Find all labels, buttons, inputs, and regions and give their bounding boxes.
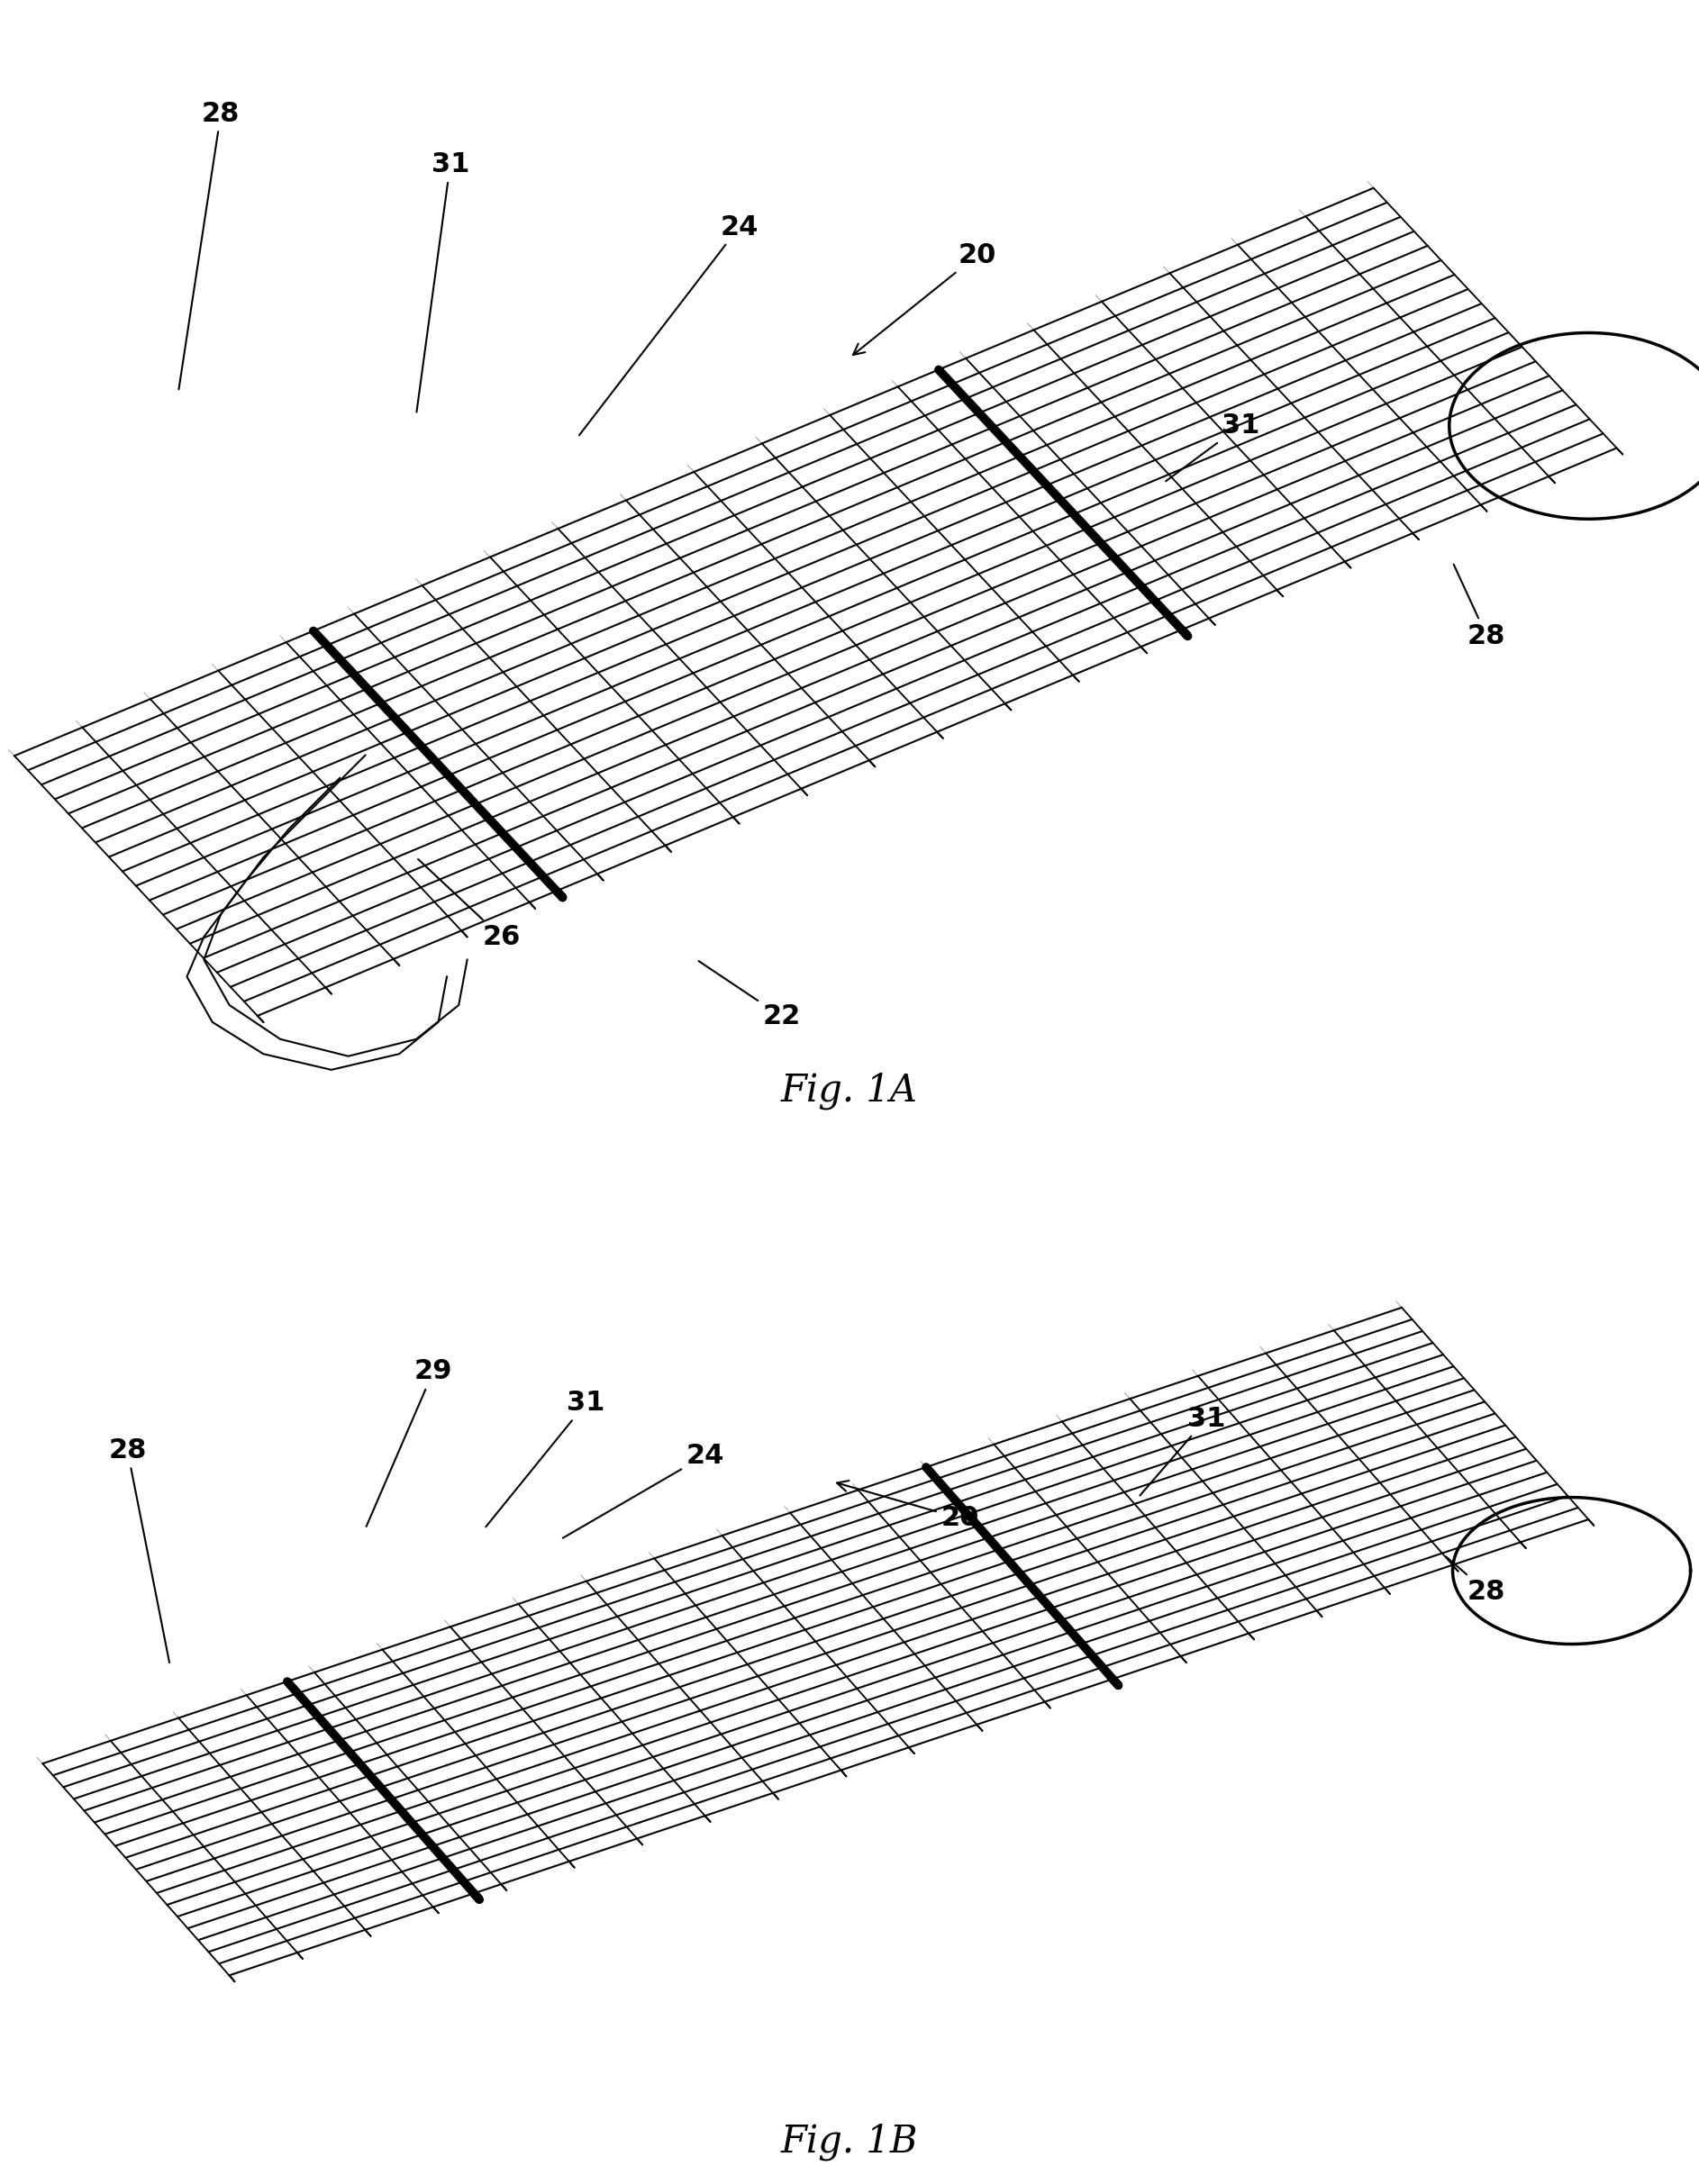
Text: 31: 31	[486, 1389, 605, 1527]
Text: 31: 31	[416, 151, 469, 413]
Text: 24: 24	[579, 214, 758, 435]
Text: 28: 28	[1446, 1557, 1505, 1605]
Text: Fig. 1A: Fig. 1A	[782, 1072, 917, 1109]
Text: 31: 31	[1166, 413, 1259, 480]
Text: 20: 20	[838, 1481, 979, 1531]
Text: 29: 29	[367, 1358, 452, 1527]
Text: 31: 31	[1140, 1406, 1225, 1496]
Text: Fig. 1B: Fig. 1B	[782, 2123, 917, 2160]
Text: 26: 26	[418, 858, 520, 950]
Text: 20: 20	[853, 242, 996, 354]
Text: 22: 22	[698, 961, 800, 1029]
Text: 24: 24	[562, 1441, 724, 1538]
Text: 28: 28	[178, 100, 240, 389]
Text: 28: 28	[109, 1437, 170, 1662]
Text: 28: 28	[1454, 563, 1505, 649]
